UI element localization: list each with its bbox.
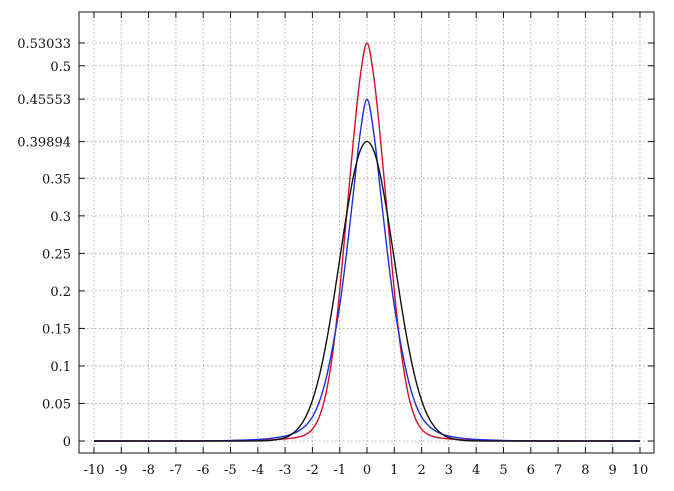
tick-marks — [79, 12, 654, 453]
y-tick-label: 0.5 — [50, 60, 71, 75]
x-tick-label: 10 — [632, 463, 649, 478]
y-tick-label: 0.35 — [42, 172, 71, 187]
x-tick-label: 0 — [363, 463, 371, 478]
x-tick-label: -6 — [197, 463, 210, 478]
series-line-3 — [94, 140, 640, 442]
x-tick-label: 3 — [445, 463, 453, 478]
x-tick-label: -1 — [333, 463, 346, 478]
grid — [79, 12, 654, 453]
y-tick-label: 0.2 — [50, 285, 71, 300]
y-tick-label: 0.53033 — [17, 37, 71, 52]
y-tick-label: 0.15 — [42, 322, 71, 337]
x-tick-label: 5 — [499, 463, 507, 478]
x-tick-label: 4 — [472, 463, 480, 478]
x-tick-label: -2 — [306, 463, 319, 478]
x-tick-label: 2 — [417, 463, 425, 478]
series-line-1 — [93, 42, 641, 442]
x-tick-label: 6 — [527, 463, 535, 478]
x-tick-label: 8 — [581, 463, 589, 478]
x-tick-label: -7 — [170, 463, 183, 478]
y-tick-label: 0.3 — [50, 210, 71, 225]
y-tick-label: 0.25 — [42, 247, 71, 262]
x-tick-label: 1 — [390, 463, 398, 478]
x-tick-label: -4 — [251, 463, 264, 478]
x-tick-label: -3 — [279, 463, 292, 478]
x-tick-label: -10 — [84, 463, 105, 478]
y-tick-label: 0.39894 — [17, 136, 71, 151]
x-tick-label: -8 — [142, 463, 155, 478]
x-tick-label: -9 — [115, 463, 128, 478]
y-tick-label: 0.45553 — [17, 93, 71, 108]
series-line-2 — [93, 98, 641, 442]
y-tick-label: 0 — [63, 435, 71, 450]
x-tick-label: 7 — [554, 463, 562, 478]
y-tick-label: 0.1 — [50, 360, 71, 375]
y-tick-label: 0.05 — [42, 397, 71, 412]
x-tick-labels: -10 -9 -8 -7 -6 -5 -4 -3 -2 -1 0 1 2 3 4 5 6 7 8 9 10 — [84, 463, 649, 478]
x-tick-label: -5 — [224, 463, 237, 478]
x-tick-label: 9 — [609, 463, 617, 478]
y-tick-labels: 0 0.05 0.1 0.15 0.2 0.25 0.3 0.35 0.39894 0.45553… — [17, 37, 71, 450]
plot-frame — [78, 11, 655, 454]
series-layer — [93, 42, 641, 442]
